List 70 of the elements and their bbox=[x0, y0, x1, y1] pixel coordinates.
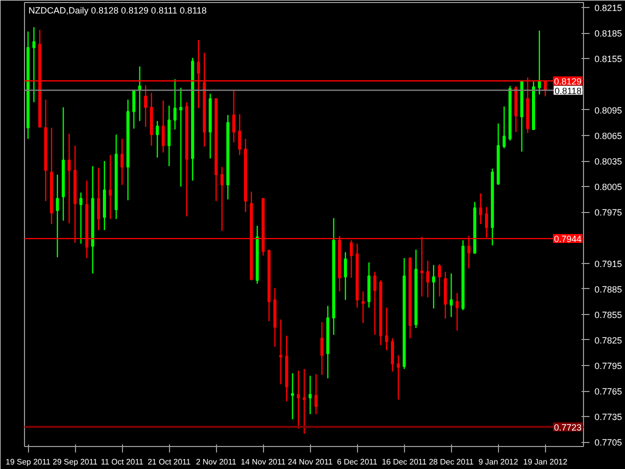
chart-title: NZDCAD,Daily 0.8128 0.8129 0.8111 0.8118 bbox=[28, 6, 207, 16]
x-tick-label: 9 Jan 2012 bbox=[478, 458, 519, 466]
x-tick-label: 14 Nov 2011 bbox=[240, 458, 286, 466]
x-tick-label: 19 Sep 2011 bbox=[6, 458, 51, 466]
candlestick bbox=[291, 372, 294, 420]
y-tick-label: 0.8095 bbox=[594, 105, 622, 116]
x-tick-label: 11 Oct 2011 bbox=[100, 458, 144, 466]
x-tick-label: 2 Nov 2011 bbox=[196, 458, 237, 466]
candlestick bbox=[32, 26, 36, 103]
x-tick-label: 21 Oct 2011 bbox=[148, 458, 192, 466]
candlestick bbox=[97, 167, 100, 231]
candlestick bbox=[132, 90, 136, 130]
candlestick bbox=[232, 90, 236, 143]
y-tick-label: 0.7855 bbox=[594, 310, 622, 320]
candlestick bbox=[79, 192, 82, 244]
ref-line-label: 0.8129 bbox=[554, 76, 582, 86]
candlestick bbox=[432, 264, 436, 310]
y-tick-label: 0.7765 bbox=[594, 386, 622, 397]
y-tick-label: 0.8065 bbox=[594, 130, 622, 141]
y-tick-label: 0.8005 bbox=[594, 182, 622, 192]
candlestick bbox=[538, 30, 541, 96]
y-tick-label: 0.7915 bbox=[594, 258, 622, 269]
y-tick-label: 0.7825 bbox=[594, 335, 622, 346]
candlestick bbox=[156, 120, 159, 158]
candlestick bbox=[56, 174, 59, 258]
candlestick bbox=[144, 84, 148, 128]
x-tick-label: 29 Sep 2011 bbox=[52, 458, 98, 466]
candlestick bbox=[162, 100, 165, 154]
candlestick bbox=[390, 338, 394, 372]
candlestick bbox=[450, 272, 453, 318]
y-tick-label: 0.8185 bbox=[594, 28, 622, 39]
candlestick bbox=[120, 138, 124, 186]
y-tick-label: 0.8215 bbox=[594, 3, 622, 14]
y-tick-label: 0.7795 bbox=[594, 361, 622, 372]
ref-line-label: 0.7944 bbox=[554, 234, 582, 244]
candlestick bbox=[456, 292, 459, 332]
candlestick bbox=[108, 154, 112, 220]
y-tick-label: 0.8155 bbox=[594, 54, 622, 64]
ref-line-label: 0.7723 bbox=[554, 422, 582, 432]
y-tick-label: 0.8035 bbox=[594, 156, 622, 167]
y-tick-label: 0.7975 bbox=[594, 208, 622, 218]
candlestick bbox=[344, 252, 347, 301]
candlestick bbox=[302, 368, 306, 434]
x-tick-label: 16 Dec 2011 bbox=[382, 458, 428, 466]
candlestick bbox=[426, 260, 430, 298]
candlestick bbox=[173, 78, 177, 130]
candlestick bbox=[220, 166, 224, 232]
candlestick bbox=[279, 318, 282, 385]
x-tick-label: 24 Nov 2011 bbox=[288, 458, 334, 466]
candlestick bbox=[362, 290, 365, 324]
candlestick bbox=[308, 375, 312, 415]
candlestick bbox=[179, 87, 182, 188]
candlestick bbox=[396, 354, 400, 400]
candlestick bbox=[373, 271, 376, 336]
x-tick-label: 6 Dec 2011 bbox=[337, 458, 378, 466]
candlestick bbox=[296, 370, 300, 430]
candlestick bbox=[385, 306, 388, 351]
ref-line-label: 0.8118 bbox=[554, 86, 582, 96]
candlestick bbox=[314, 373, 318, 415]
candlestick bbox=[438, 264, 442, 298]
y-tick-label: 0.7885 bbox=[594, 284, 622, 294]
candlestick bbox=[320, 321, 324, 376]
candlestick bbox=[479, 192, 482, 225]
x-tick-label: 19 Jan 2012 bbox=[523, 458, 568, 466]
x-tick-label: 28 Dec 2011 bbox=[428, 458, 474, 466]
y-tick-label: 0.7705 bbox=[594, 438, 622, 448]
candlestick bbox=[238, 114, 242, 156]
y-tick-label: 0.7735 bbox=[594, 412, 622, 422]
candlestick bbox=[502, 106, 506, 149]
candlestick bbox=[68, 133, 71, 224]
